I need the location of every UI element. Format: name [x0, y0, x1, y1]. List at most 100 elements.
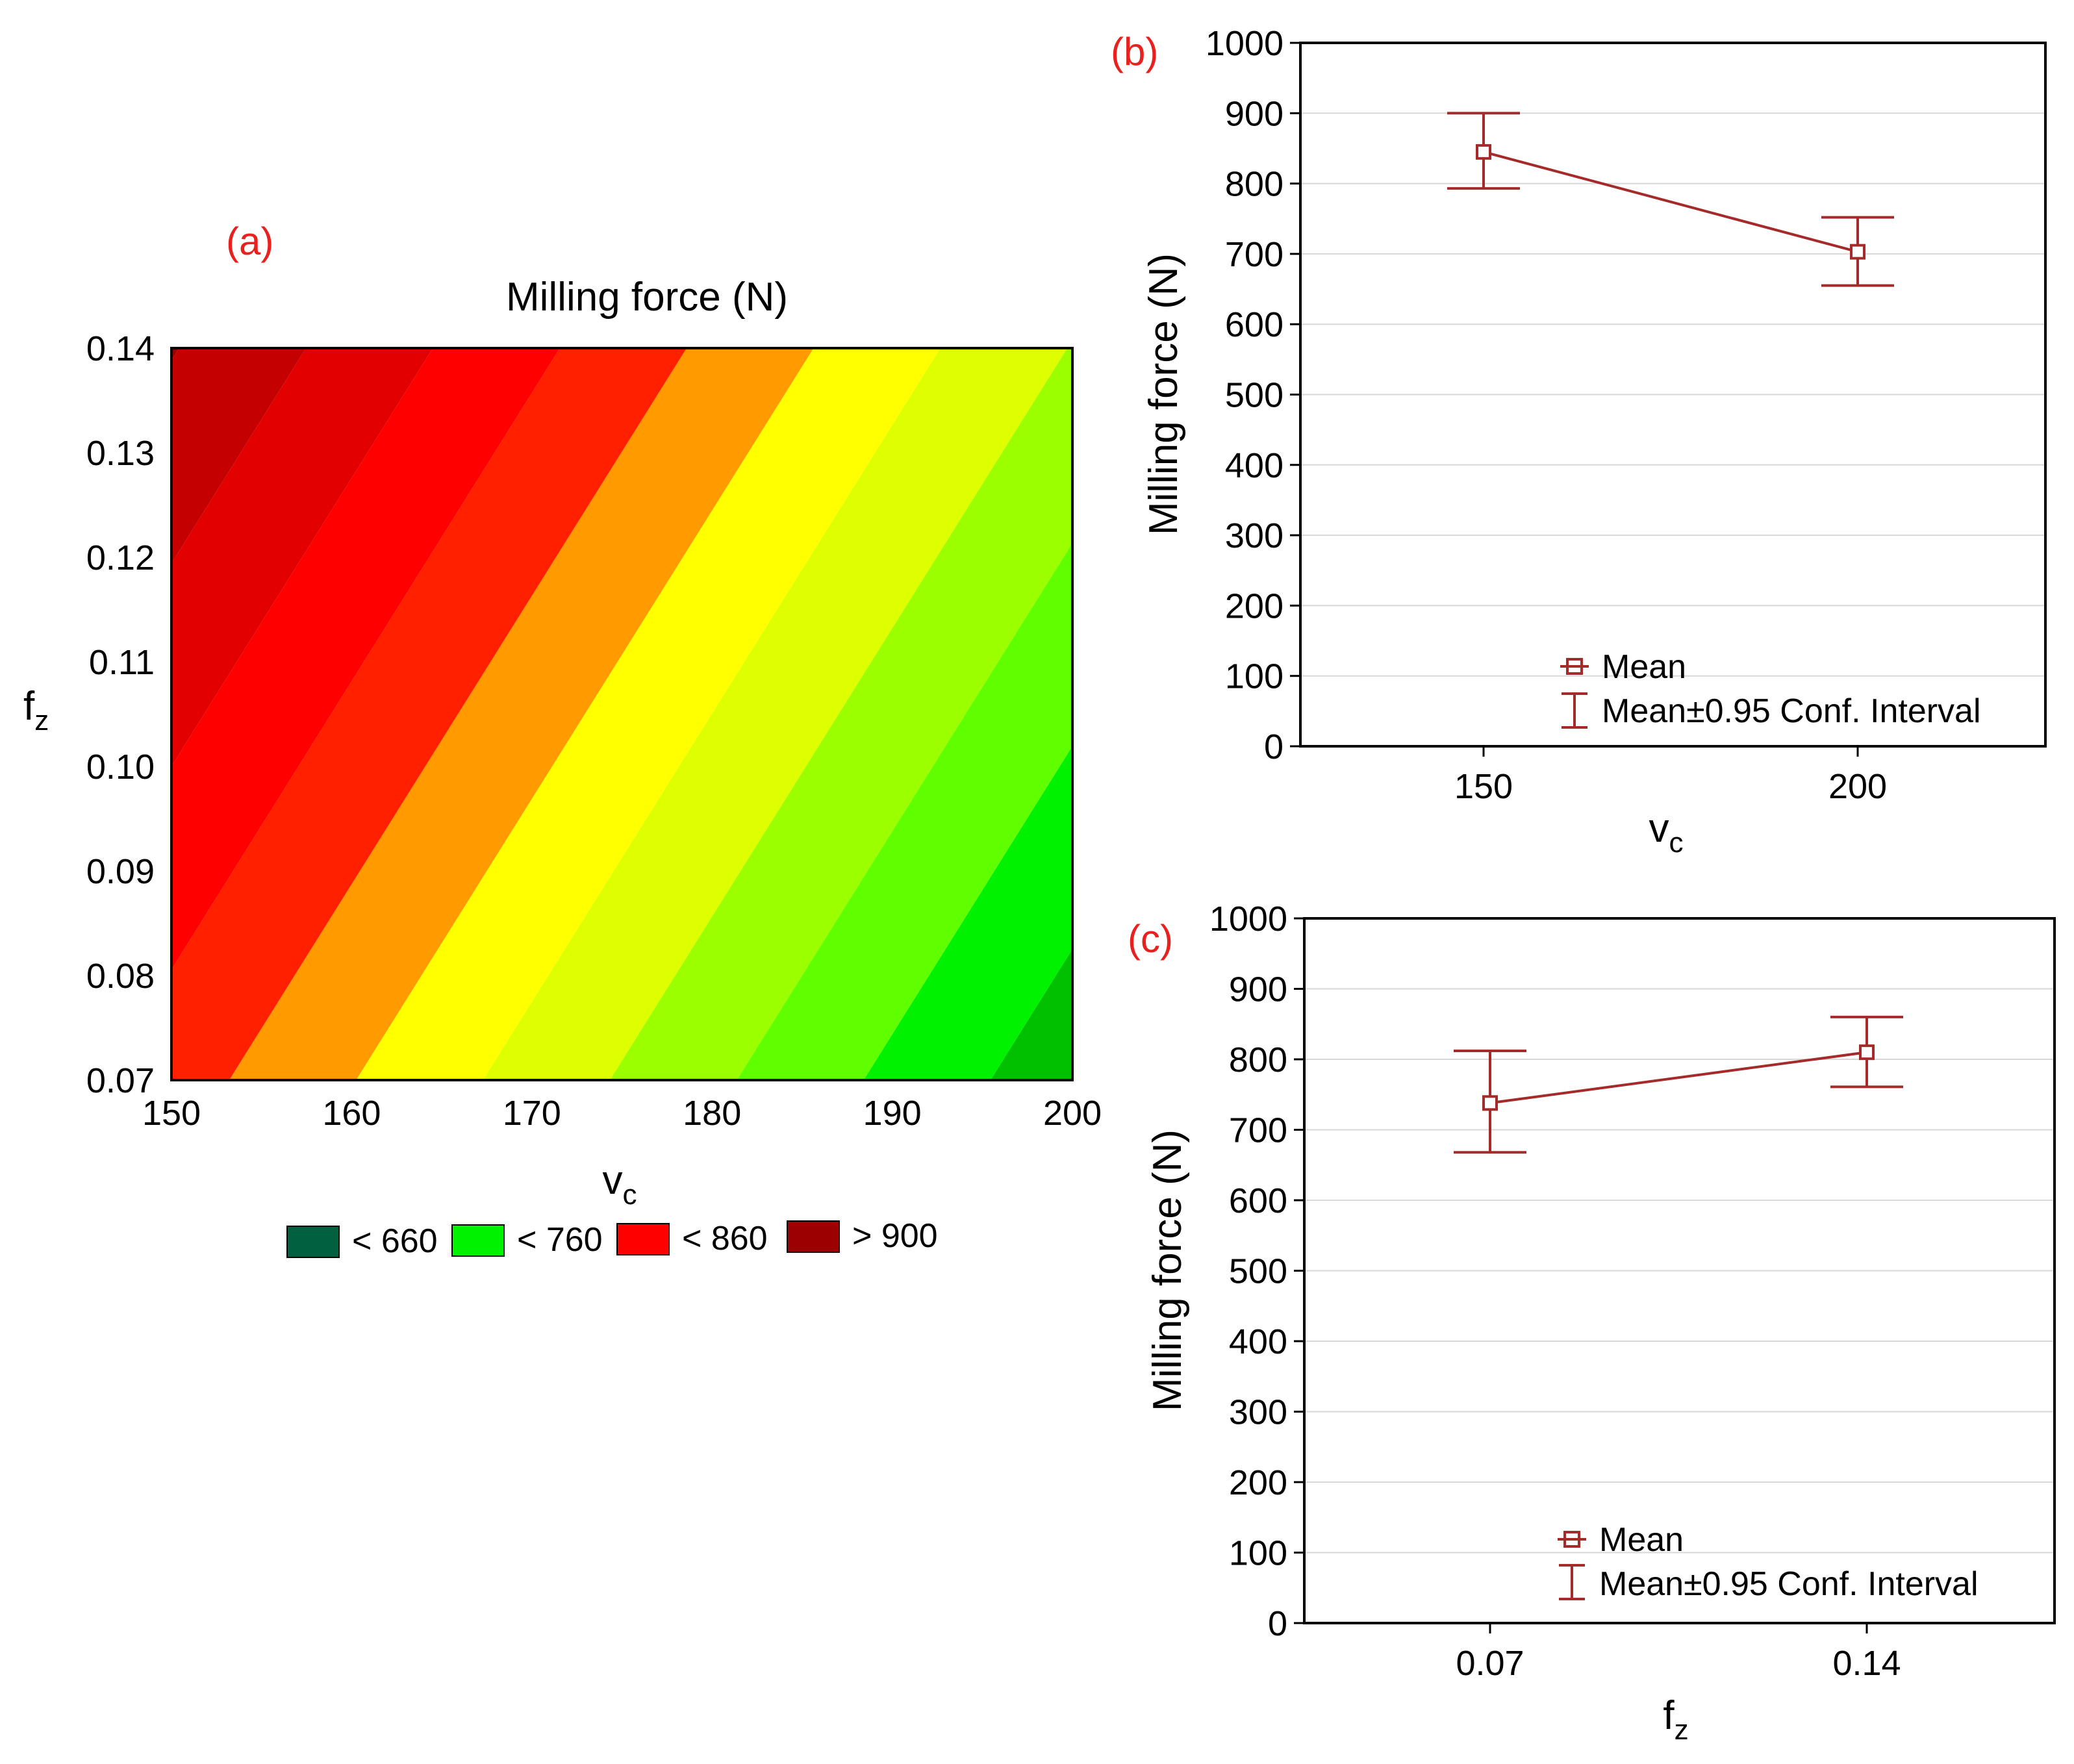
panel-c-plot — [1454, 1015, 1903, 1154]
x-tick-label: 0.14 — [1832, 1644, 1901, 1683]
x-tick-label: 160 — [322, 1094, 381, 1133]
legend-swatch-lt760 — [451, 1224, 505, 1257]
panel-c-x-title: fz — [1663, 1693, 1688, 1746]
panel-b-plot — [1447, 112, 1894, 287]
y-tick-label: 600 — [1229, 1181, 1287, 1220]
contour-band-7 — [483, 348, 1068, 1080]
panel-c-tag: (c) — [1128, 917, 1173, 961]
y-tick-label: 800 — [1229, 1040, 1287, 1079]
legend-mean-label: Mean — [1602, 648, 1686, 686]
y-tick-label: 800 — [1225, 165, 1284, 204]
y-tick-label: 0 — [1268, 1604, 1287, 1643]
panel-c-x-title-sub: z — [1675, 1714, 1689, 1746]
panel-a-y-ticks: 0.07 0.08 0.09 0.10 0.11 0.12 0.13 0.14 — [86, 329, 155, 1100]
panel-c-y-title: Milling force (N) — [1145, 1129, 1190, 1411]
panel-b-tag: (b) — [1111, 30, 1158, 73]
panel-a-y-title: fz — [23, 684, 49, 737]
contour-band-8 — [356, 348, 941, 1080]
legend-label-lt660: < 660 — [352, 1222, 438, 1260]
legend-swatch-lt860 — [616, 1223, 670, 1255]
mean-marker — [1850, 244, 1865, 260]
panel-a: (a) Milling force (N) 150 160 170 180 190 200… — [23, 220, 1102, 1260]
panel-b-x-title-main: v — [1649, 806, 1669, 851]
y-tick-label: 700 — [1225, 235, 1284, 274]
y-tick-label: 0 — [1264, 727, 1284, 766]
y-tick-label: 0.09 — [86, 852, 155, 891]
panel-a-tag: (a) — [226, 220, 273, 263]
x-tick-label: 0.07 — [1456, 1644, 1524, 1683]
y-tick-label: 500 — [1225, 376, 1284, 415]
panel-c-x-ticks: 0.07 0.14 — [1456, 1623, 1901, 1683]
y-tick-label: 0.12 — [86, 538, 155, 577]
mean-marker — [1476, 144, 1491, 160]
legend-swatch-lt660 — [286, 1226, 340, 1258]
y-tick-label: 700 — [1229, 1111, 1287, 1150]
panel-a-frame — [170, 347, 1074, 1081]
y-tick-label: 0.10 — [86, 748, 155, 787]
panel-a-x-title-main: v — [603, 1158, 623, 1203]
mean-line — [1489, 1051, 1867, 1105]
panel-b-x-title-sub: c — [1669, 827, 1684, 859]
panel-c-y-ticks: 0 100 200 300 400 500 600 700 800 900 1000 — [1209, 900, 1304, 1643]
contour-band-12 — [171, 348, 433, 767]
y-tick-label: 1000 — [1206, 24, 1284, 63]
legend-ci-label: Mean±0.95 Conf. Interval — [1599, 1565, 1979, 1603]
y-tick-label: 200 — [1229, 1463, 1287, 1502]
y-tick-label: 100 — [1229, 1534, 1287, 1573]
panel-c-x-title-main: f — [1663, 1693, 1675, 1738]
x-tick-label: 170 — [503, 1094, 561, 1133]
panel-a-x-title-sub: c — [623, 1179, 637, 1211]
legend-mean-marker — [1563, 1531, 1580, 1548]
legend-label-gt900: > 900 — [852, 1217, 938, 1255]
panel-c: (c) 0 100 200 300 400 500 600 700 800 900 1000 0.0… — [1128, 900, 2056, 1746]
y-tick-label: 900 — [1229, 970, 1287, 1009]
panel-a-y-title-main: f — [23, 684, 35, 729]
y-tick-label: 0.13 — [86, 434, 155, 473]
panel-a-legend: < 660 < 760 < 860 > 900 — [286, 1217, 938, 1260]
legend-mean-label: Mean — [1599, 1521, 1684, 1559]
contour-band-11 — [171, 348, 560, 970]
y-tick-label: 0.08 — [86, 957, 155, 996]
panel-b: (b) 0 100 200 300 400 500 600 700 800 900 1000 150… — [1111, 24, 2047, 859]
x-tick-label: 190 — [863, 1094, 922, 1133]
contour-band-5 — [737, 543, 1072, 1080]
y-tick-label: 200 — [1225, 586, 1284, 625]
mean-line — [1483, 150, 1858, 253]
contour-band-9 — [229, 348, 814, 1080]
panel-b-y-ticks: 0 100 200 300 400 500 600 700 800 900 1000 — [1206, 24, 1300, 766]
panel-a-y-title-sub: z — [34, 705, 49, 737]
legend-swatch-gt900 — [787, 1220, 840, 1253]
y-tick-label: 400 — [1229, 1322, 1287, 1361]
mean-marker — [1859, 1044, 1875, 1061]
contour-band-13 — [171, 348, 307, 564]
panel-b-y-title: Milling force (N) — [1141, 253, 1186, 535]
panel-b-x-title: vc — [1649, 806, 1684, 859]
panel-b-x-ticks: 150 200 — [1454, 746, 1887, 806]
y-tick-label: 100 — [1225, 657, 1284, 696]
y-tick-label: 0.11 — [89, 643, 155, 682]
panel-a-x-ticks: 150 160 170 180 190 200 — [142, 1094, 1102, 1133]
y-tick-label: 900 — [1225, 94, 1284, 133]
panel-a-x-title: vc — [603, 1158, 637, 1211]
y-tick-label: 0.07 — [86, 1061, 155, 1100]
y-tick-label: 300 — [1229, 1393, 1287, 1432]
panel-a-title: Milling force (N) — [506, 275, 788, 320]
x-tick-label: 200 — [1043, 1094, 1102, 1133]
panel-b-legend — [1560, 658, 1589, 729]
y-tick-label: 600 — [1225, 305, 1284, 344]
x-tick-label: 150 — [142, 1094, 201, 1133]
legend-label-lt860: < 860 — [682, 1220, 768, 1257]
x-tick-label: 150 — [1454, 767, 1513, 806]
y-tick-label: 400 — [1225, 446, 1284, 485]
legend-label-lt760: < 760 — [517, 1221, 603, 1259]
contour-bands — [171, 348, 1072, 1080]
mean-marker — [1482, 1095, 1498, 1111]
y-tick-label: 500 — [1229, 1252, 1287, 1291]
contour-band-10 — [171, 348, 687, 1080]
contour-band-6 — [609, 348, 1072, 1080]
legend-ci-label: Mean±0.95 Conf. Interval — [1602, 692, 1981, 730]
panel-c-gridlines — [1304, 988, 2055, 1554]
panel-c-legend — [1558, 1531, 1586, 1600]
contour-band-14 — [171, 348, 179, 360]
